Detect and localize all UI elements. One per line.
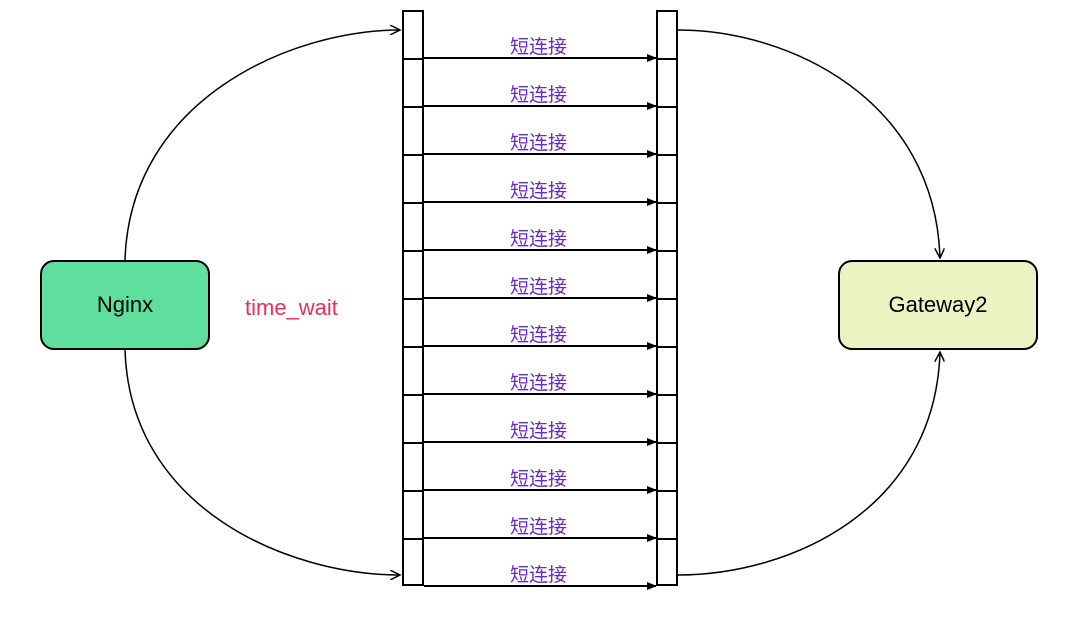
nginx-node: Nginx [40, 260, 210, 350]
connection-label: 短连接 [510, 272, 567, 299]
stack-segment [402, 346, 424, 394]
nginx-label: Nginx [97, 292, 153, 318]
connection-label: 短连接 [510, 320, 567, 347]
stack-segment [656, 346, 678, 394]
stack-segment [656, 298, 678, 346]
stack-segment [656, 202, 678, 250]
stack-segment [402, 538, 424, 586]
left-stack [402, 10, 424, 586]
stack-segment [402, 490, 424, 538]
stack-segment [656, 250, 678, 298]
connection-label: 短连接 [510, 224, 567, 251]
connection-label: 短连接 [510, 464, 567, 491]
stack-segment [656, 58, 678, 106]
stack-segment [402, 106, 424, 154]
connection-label: 短连接 [510, 368, 567, 395]
connection-label: 短连接 [510, 416, 567, 443]
stack-segment [656, 490, 678, 538]
stack-segment [402, 394, 424, 442]
connection-label: 短连接 [510, 176, 567, 203]
stack-segment [402, 154, 424, 202]
stack-segment [656, 442, 678, 490]
connection-label: 短连接 [510, 512, 567, 539]
right-stack [656, 10, 678, 586]
connection-label: 短连接 [510, 32, 567, 59]
stack-segment [656, 394, 678, 442]
stack-segment [656, 538, 678, 586]
curve [125, 30, 400, 260]
stack-segment [656, 106, 678, 154]
time-wait-label: time_wait [245, 295, 338, 321]
gateway2-label: Gateway2 [888, 292, 987, 318]
connection-label: 短连接 [510, 80, 567, 107]
stack-segment [656, 10, 678, 58]
curve [678, 352, 940, 575]
stack-segment [402, 10, 424, 58]
connection-label: 短连接 [510, 128, 567, 155]
curve [678, 30, 940, 258]
stack-segment [402, 442, 424, 490]
stack-segment [402, 58, 424, 106]
connection-label: 短连接 [510, 560, 567, 587]
gateway2-node: Gateway2 [838, 260, 1038, 350]
stack-segment [402, 202, 424, 250]
stack-segment [656, 154, 678, 202]
stack-segment [402, 250, 424, 298]
curve [125, 350, 400, 575]
stack-segment [402, 298, 424, 346]
